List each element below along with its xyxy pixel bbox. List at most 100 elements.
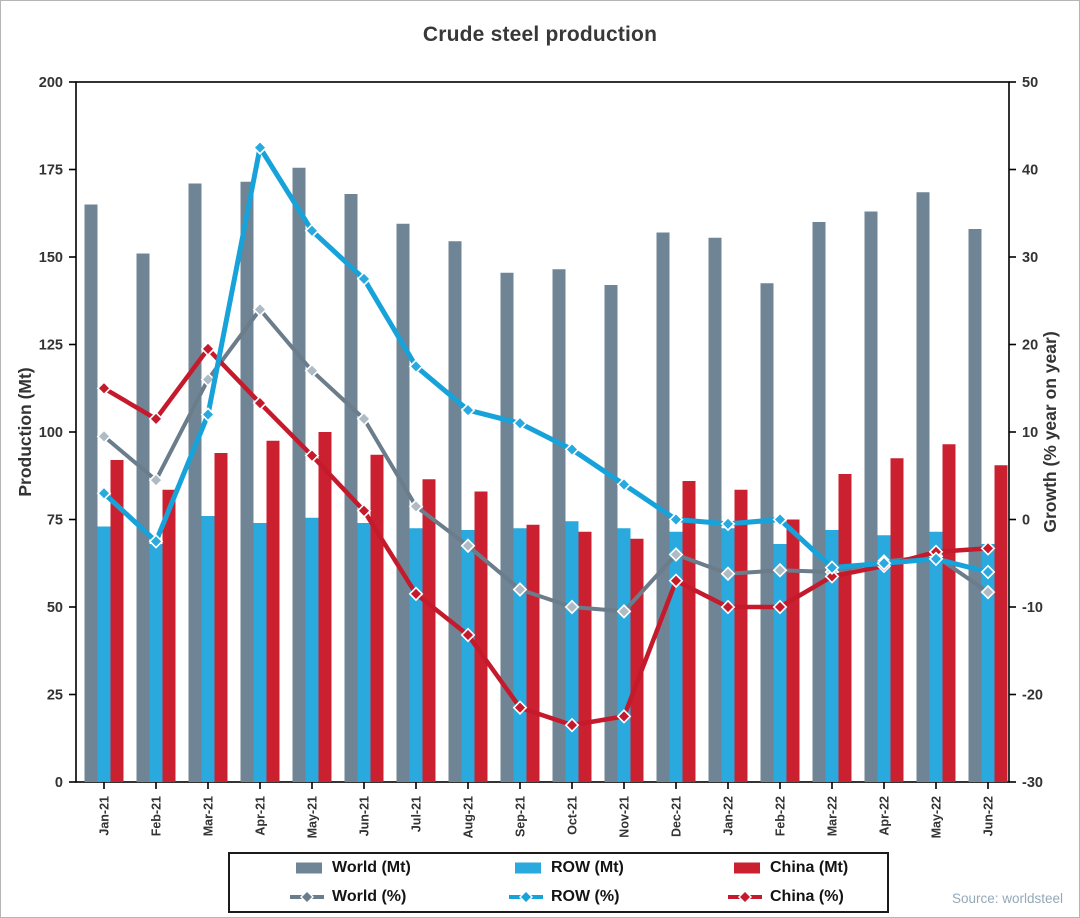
legend-item-world-mt-: World (Mt) bbox=[230, 859, 449, 877]
diamond-marker bbox=[512, 582, 528, 597]
diamond-marker bbox=[356, 503, 372, 519]
diamond-marker bbox=[408, 499, 424, 514]
bar bbox=[344, 194, 358, 782]
bar bbox=[578, 531, 592, 782]
diamond-marker bbox=[980, 541, 996, 556]
y-right-tick-label: -20 bbox=[1022, 688, 1043, 704]
legend-label: World (%) bbox=[332, 887, 407, 905]
diamond-marker bbox=[512, 415, 528, 431]
bar bbox=[422, 479, 436, 782]
diamond-marker bbox=[460, 538, 476, 554]
bar bbox=[370, 454, 384, 782]
bar bbox=[84, 204, 98, 782]
legend-label: China (%) bbox=[770, 887, 844, 905]
x-axis-label: Jun-22 bbox=[982, 796, 996, 836]
diamond-marker bbox=[96, 485, 112, 501]
bar bbox=[552, 269, 566, 782]
y-right-tick-label: 30 bbox=[1022, 250, 1038, 266]
chart-title: Crude steel production bbox=[422, 23, 658, 46]
bar bbox=[604, 285, 618, 782]
bar bbox=[669, 531, 683, 782]
diamond-marker bbox=[148, 411, 164, 427]
chart-legend: World (Mt) ROW (Mt) China (Mt) World (%) ROW… bbox=[228, 852, 889, 913]
bar bbox=[981, 544, 995, 782]
series-line bbox=[102, 307, 990, 614]
diamond-marker bbox=[200, 372, 216, 387]
bar bbox=[877, 535, 891, 782]
bar bbox=[110, 460, 124, 782]
diamond-marker bbox=[356, 271, 372, 287]
bar bbox=[656, 232, 670, 782]
y-left-tick-label: 0 bbox=[55, 775, 63, 791]
y-left-tick-label: 200 bbox=[39, 75, 63, 91]
bar bbox=[773, 544, 787, 782]
y-right-tick-label: 0 bbox=[1022, 513, 1030, 529]
diamond-marker bbox=[980, 584, 996, 600]
diamond-marker bbox=[252, 140, 268, 155]
x-axis-label: Oct-21 bbox=[566, 796, 580, 835]
diamond-marker bbox=[616, 604, 632, 619]
y-right-axis-title: Growth (% year on year) bbox=[1040, 331, 1060, 532]
diamond-marker bbox=[564, 442, 580, 457]
x-axis-label: May-21 bbox=[306, 796, 320, 838]
diamond-marker bbox=[720, 516, 736, 532]
bar bbox=[266, 440, 280, 782]
bar bbox=[526, 524, 540, 782]
bar bbox=[357, 523, 371, 782]
diamond-marker bbox=[408, 586, 424, 602]
diamond-marker bbox=[148, 472, 164, 488]
diamond-marker bbox=[304, 223, 320, 239]
bar bbox=[916, 192, 930, 782]
bar-series-row-mt- bbox=[97, 516, 995, 782]
x-axis-label: Jun-21 bbox=[358, 796, 372, 836]
x-axis-label: Aug-21 bbox=[462, 796, 476, 838]
bar bbox=[396, 223, 410, 782]
bar bbox=[136, 253, 150, 782]
diamond-marker bbox=[96, 429, 112, 444]
legend-label: ROW (%) bbox=[551, 887, 620, 905]
diamond-marker bbox=[876, 555, 892, 571]
line-swatch-icon bbox=[728, 889, 762, 904]
legend-label: China (Mt) bbox=[770, 859, 849, 877]
bar bbox=[565, 521, 579, 782]
x-axis-label: Feb-21 bbox=[150, 796, 164, 836]
diamond-marker bbox=[720, 566, 736, 582]
diamond-marker bbox=[252, 302, 268, 317]
y-left-tick-label: 175 bbox=[39, 163, 63, 179]
x-axis-label: Mar-21 bbox=[202, 796, 216, 836]
y-right-tick-label: -10 bbox=[1022, 600, 1043, 616]
x-axis-label: Jul-21 bbox=[410, 796, 424, 832]
diamond-marker bbox=[928, 551, 944, 567]
bar bbox=[409, 528, 423, 782]
diamond-marker bbox=[772, 512, 788, 527]
diamond-marker bbox=[564, 599, 580, 615]
bar-swatch-icon bbox=[515, 862, 541, 874]
x-axis-label: Jan-21 bbox=[98, 796, 112, 836]
bar bbox=[97, 526, 111, 782]
bar bbox=[253, 523, 267, 782]
x-axis-label: Mar-22 bbox=[826, 796, 840, 836]
legend-item-row-: ROW (%) bbox=[449, 888, 668, 906]
y-right-tick-label: 50 bbox=[1022, 75, 1038, 91]
bar bbox=[734, 489, 748, 782]
bar-series-world-mt- bbox=[84, 167, 982, 782]
bar bbox=[461, 530, 475, 782]
diamond-marker bbox=[148, 534, 164, 549]
diamond-marker bbox=[668, 547, 684, 562]
bar bbox=[162, 489, 176, 782]
diamond-marker bbox=[720, 599, 736, 615]
x-axis-label: Jan-22 bbox=[722, 796, 736, 836]
line-swatch-icon bbox=[290, 889, 324, 904]
x-axis-label: May-22 bbox=[930, 796, 944, 838]
diamond-marker bbox=[772, 599, 788, 615]
x-axis-label: Nov-21 bbox=[618, 796, 632, 838]
x-axis-label: Apr-22 bbox=[878, 796, 892, 836]
bar bbox=[825, 530, 839, 782]
y-left-tick-label: 100 bbox=[39, 425, 63, 441]
diamond-marker bbox=[200, 407, 216, 422]
bar bbox=[474, 491, 488, 782]
x-axis-label: Apr-21 bbox=[254, 796, 268, 836]
diamond-marker bbox=[460, 627, 476, 643]
